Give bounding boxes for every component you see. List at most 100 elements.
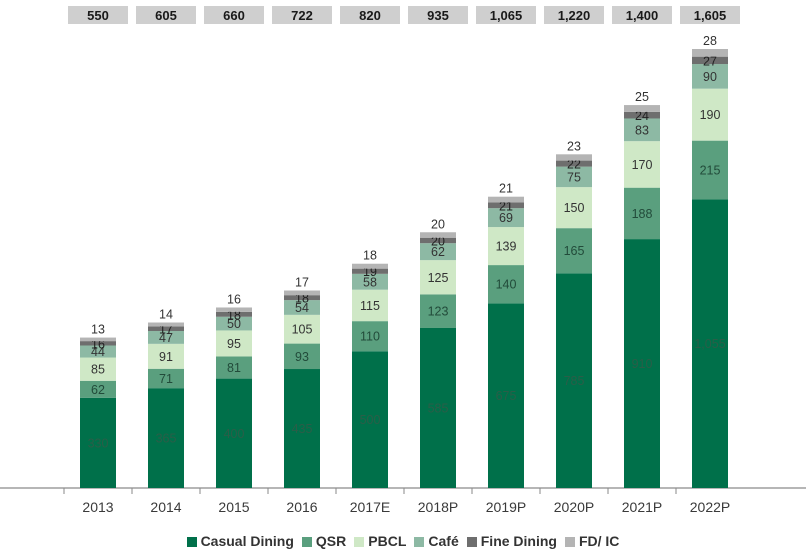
bar-segment-fine-dining (148, 326, 184, 331)
total-label: 935 (427, 8, 449, 23)
data-label: 140 (496, 278, 517, 292)
bar-segment-casual-dining (556, 273, 592, 488)
total-box (408, 6, 468, 24)
data-label: 28 (703, 34, 717, 48)
bar-segment-caf- (488, 208, 524, 228)
bar-segment-casual-dining (80, 397, 116, 488)
bar-segment-fine-dining (284, 295, 320, 301)
data-label: 188 (632, 207, 653, 221)
total-label: 1,400 (626, 8, 659, 23)
data-label: 19 (363, 265, 377, 279)
legend-item: Fine Dining (466, 533, 557, 549)
bar-segment-pbcl (352, 289, 388, 322)
data-label: 150 (564, 201, 585, 215)
data-label: 21 (499, 199, 513, 213)
data-label: 435 (292, 422, 313, 436)
total-label: 820 (359, 8, 381, 23)
legend-item: FD/ IC (564, 533, 619, 549)
total-box (204, 6, 264, 24)
total-label: 660 (223, 8, 245, 23)
total-label: 1,605 (694, 8, 727, 23)
bar-segment-fd-ic (148, 322, 184, 327)
data-label: 90 (703, 70, 717, 84)
x-tick-label: 2017E (350, 499, 390, 515)
bar-segment-qsr (420, 294, 456, 328)
legend-swatch (301, 537, 312, 547)
bar-segment-caf- (624, 118, 660, 142)
data-label: 16 (227, 292, 241, 306)
bar-segment-fd-ic (624, 105, 660, 112)
data-label: 71 (159, 372, 173, 386)
data-label: 165 (564, 244, 585, 258)
bar-segment-casual-dining (148, 388, 184, 488)
bar-segment-fine-dining (420, 237, 456, 244)
data-label: 23 (567, 139, 581, 153)
bar-segment-pbcl (148, 343, 184, 369)
legend-swatch (354, 537, 365, 547)
legend-item: QSR (301, 533, 347, 549)
bar-segment-casual-dining (216, 378, 252, 488)
data-label: 62 (91, 383, 105, 397)
data-label: 62 (431, 245, 445, 259)
data-label: 21 (499, 182, 513, 196)
bar-segment-fd-ic (488, 196, 524, 203)
data-label: 215 (700, 164, 721, 178)
total-label: 550 (87, 8, 109, 23)
bar-segment-fine-dining (556, 160, 592, 167)
bar-segment-fd-ic (216, 307, 252, 312)
bar-segment-fd-ic (692, 49, 728, 57)
bar-segment-fine-dining (80, 341, 116, 346)
x-tick-label: 2019P (486, 499, 526, 515)
data-label: 17 (295, 276, 309, 290)
bar-segment-caf- (692, 64, 728, 89)
data-label: 69 (499, 211, 513, 225)
bar-segment-qsr (148, 368, 184, 389)
bar-segment-pbcl (80, 357, 116, 381)
total-box (476, 6, 536, 24)
data-label: 910 (632, 357, 653, 371)
data-label: 675 (496, 389, 517, 403)
bar-segment-fine-dining (216, 311, 252, 317)
bar-segment-caf- (352, 273, 388, 290)
bar-segment-qsr (352, 321, 388, 352)
legend-label: QSR (315, 533, 347, 549)
bar-segment-casual-dining (352, 351, 388, 488)
data-label: 13 (91, 323, 105, 337)
total-label: 605 (155, 8, 177, 23)
bar-segment-casual-dining (420, 327, 456, 488)
bar-segment-fd-ic (556, 154, 592, 161)
data-label: 44 (91, 345, 105, 359)
total-label: 722 (291, 8, 313, 23)
data-label: 54 (295, 301, 309, 315)
total-box (612, 6, 672, 24)
data-label: 22 (567, 158, 581, 172)
x-tick-label: 2020P (554, 499, 594, 515)
legend-item: Café (414, 533, 459, 549)
legend-item: Casual Dining (186, 533, 294, 549)
bar-segment-pbcl (284, 314, 320, 344)
bar-segment-qsr (556, 228, 592, 274)
data-label: 27 (703, 54, 717, 68)
bar-segment-fd-ic (80, 337, 116, 342)
bar-segment-fd-ic (352, 263, 388, 269)
data-label: 58 (363, 275, 377, 289)
data-label: 75 (567, 170, 581, 184)
total-box (136, 6, 196, 24)
bar-segment-caf- (80, 345, 116, 358)
total-label: 1,065 (490, 8, 523, 23)
total-box (544, 6, 604, 24)
data-label: 85 (91, 363, 105, 377)
data-label: 1,055 (694, 337, 725, 351)
x-tick-label: 2015 (218, 499, 249, 515)
bar-segment-fine-dining (488, 202, 524, 209)
bar-segment-fine-dining (624, 111, 660, 119)
legend-swatch (466, 537, 477, 547)
bar-segment-qsr (624, 187, 660, 240)
x-tick-label: 2016 (286, 499, 317, 515)
legend-label: Fine Dining (480, 533, 557, 549)
bar-segment-caf- (148, 330, 184, 344)
data-label: 81 (227, 361, 241, 375)
total-box (68, 6, 128, 24)
data-label: 170 (632, 158, 653, 172)
